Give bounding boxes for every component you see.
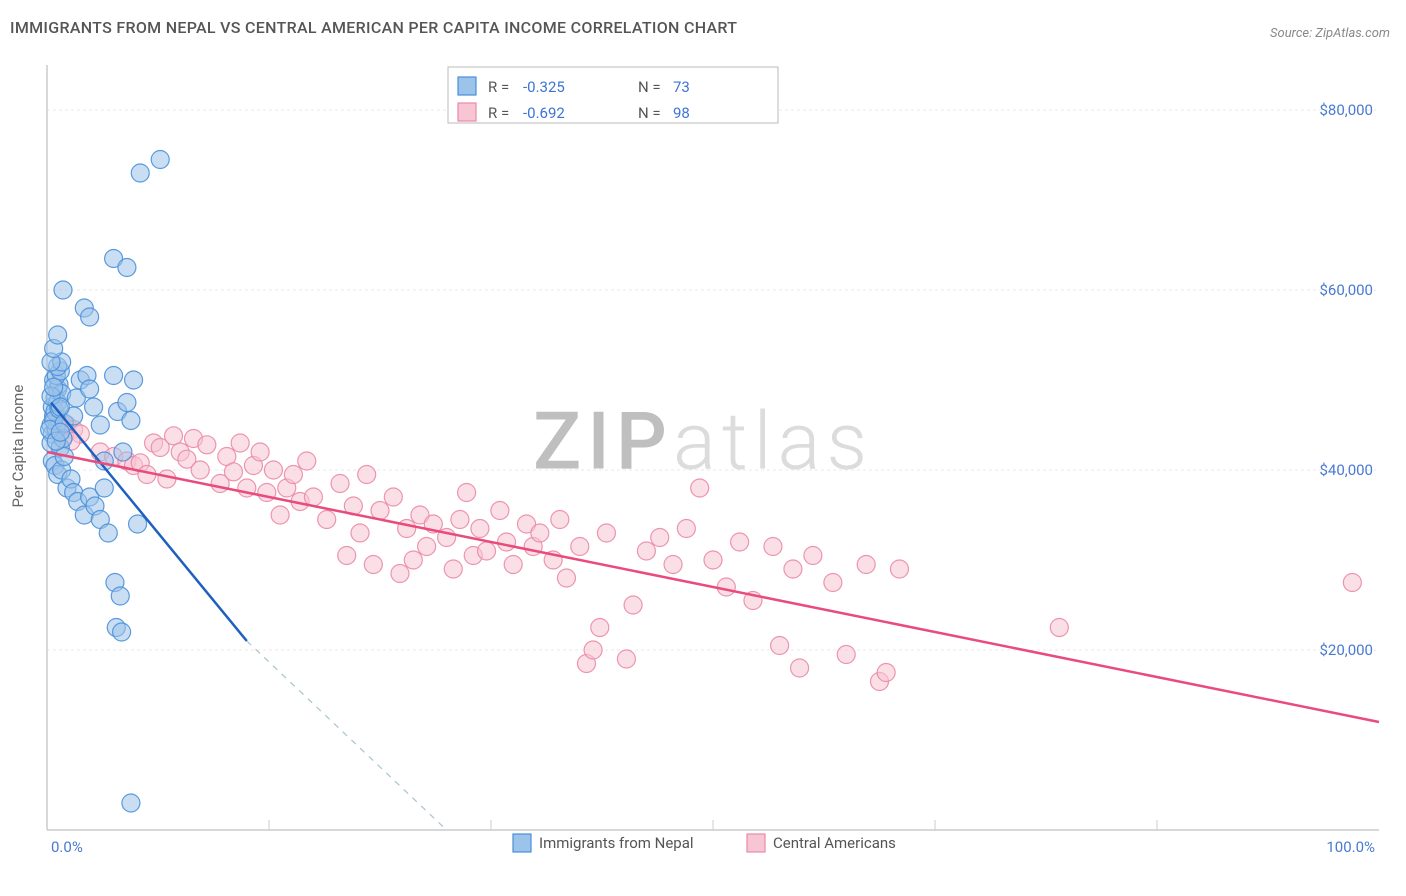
chart-title: IMMIGRANTS FROM NEPAL VS CENTRAL AMERICA… xyxy=(10,18,737,37)
scatter-chart: $20,000 $40,000 $60,000 $80,000 0.0% 100.0% Pe… xyxy=(0,0,1406,892)
svg-text:N =: N = xyxy=(638,78,661,96)
svg-text:-0.325: -0.325 xyxy=(523,78,565,96)
svg-text:$80,000: $80,000 xyxy=(1319,101,1373,119)
svg-text:$60,000: $60,000 xyxy=(1319,281,1373,299)
svg-text:-0.692: -0.692 xyxy=(523,104,565,122)
svg-text:0.0%: 0.0% xyxy=(51,838,83,856)
svg-text:$40,000: $40,000 xyxy=(1319,461,1373,479)
svg-text:R =: R = xyxy=(488,78,509,96)
svg-text:Central Americans: Central Americans xyxy=(773,834,896,852)
source-attribution: Source: ZipAtlas.com xyxy=(1270,26,1390,41)
svg-text:N =: N = xyxy=(638,104,661,122)
svg-text:Per Capita Income: Per Capita Income xyxy=(9,385,27,508)
svg-text:100.0%: 100.0% xyxy=(1326,838,1375,856)
svg-text:Immigrants from Nepal: Immigrants from Nepal xyxy=(539,834,694,852)
svg-text:R =: R = xyxy=(488,104,509,122)
svg-text:$20,000: $20,000 xyxy=(1319,641,1373,659)
svg-text:98: 98 xyxy=(673,104,690,122)
svg-text:73: 73 xyxy=(673,78,690,96)
